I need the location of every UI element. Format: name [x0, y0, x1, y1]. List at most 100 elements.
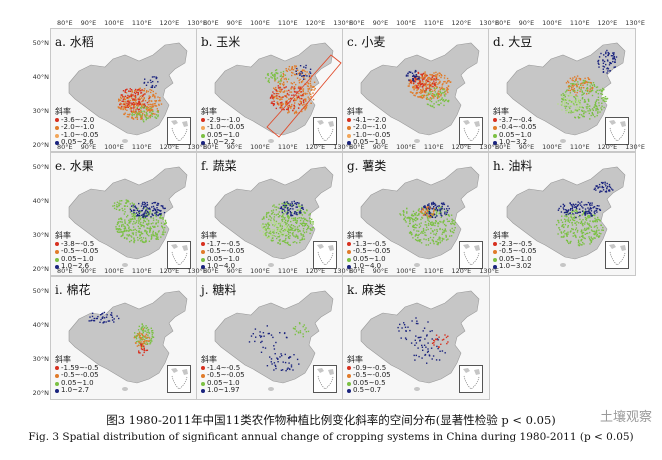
county-pixel [303, 98, 306, 100]
county-pixel [139, 235, 141, 237]
county-pixel [269, 230, 272, 233]
county-pixel [286, 210, 289, 213]
county-pixel [133, 104, 135, 107]
county-pixel [427, 217, 429, 220]
county-pixel [443, 338, 445, 341]
county-pixel [119, 231, 121, 233]
county-pixel [441, 208, 443, 211]
county-pixel [428, 80, 430, 83]
county-pixel [575, 203, 577, 206]
county-pixel [145, 327, 148, 330]
county-pixel [89, 316, 91, 318]
county-pixel [272, 104, 275, 107]
county-pixel [146, 326, 149, 329]
county-pixel [576, 106, 579, 108]
county-pixel [438, 346, 440, 348]
county-pixel [164, 219, 167, 222]
county-pixel [440, 102, 442, 104]
county-pixel [572, 213, 574, 215]
county-pixel [587, 98, 590, 100]
longitude-tick-label: 80°E [349, 19, 365, 27]
county-pixel [150, 223, 152, 225]
legend-swatch [347, 126, 351, 131]
county-pixel [439, 209, 441, 212]
county-pixel [605, 63, 607, 66]
county-pixel [443, 208, 446, 210]
county-pixel [585, 111, 587, 113]
south-china-sea-inset [167, 117, 191, 145]
county-pixel [602, 186, 605, 189]
county-pixel [122, 209, 124, 212]
county-pixel [275, 209, 277, 211]
county-pixel [427, 219, 429, 221]
county-pixel [431, 358, 433, 360]
county-pixel [144, 340, 146, 342]
county-pixel [604, 183, 606, 185]
county-pixel [287, 105, 289, 107]
county-pixel [425, 80, 427, 82]
county-pixel [138, 214, 140, 217]
county-pixel [137, 212, 140, 214]
county-pixel [306, 85, 309, 87]
county-pixel [149, 230, 151, 233]
county-pixel [590, 210, 593, 212]
legend-swatch [55, 118, 59, 123]
county-pixel [418, 233, 420, 236]
county-pixel [588, 236, 590, 238]
legend-range-label: -1.3~-0.5 [353, 239, 387, 248]
county-pixel [595, 91, 597, 94]
county-pixel [301, 205, 303, 207]
county-pixel [287, 233, 290, 235]
county-pixel [149, 116, 151, 118]
county-pixel [595, 235, 598, 237]
county-pixel [572, 89, 575, 91]
county-pixel [283, 332, 286, 335]
county-pixel [141, 97, 143, 99]
county-pixel [428, 86, 431, 88]
county-pixel [299, 74, 301, 76]
legend-range-label: -2.0~-1.0 [353, 123, 387, 132]
county-pixel [591, 237, 593, 240]
county-pixel [156, 233, 159, 235]
county-pixel [417, 322, 419, 325]
county-pixel [581, 229, 583, 231]
county-pixel [122, 234, 124, 236]
county-pixel [569, 241, 571, 243]
county-pixel [290, 82, 292, 84]
county-pixel [444, 211, 446, 213]
county-pixel [146, 110, 148, 112]
county-pixel [268, 332, 270, 335]
county-pixel [284, 230, 286, 232]
latitude-tick-label: 50°N [32, 287, 49, 295]
county-pixel [308, 88, 310, 90]
county-pixel [593, 214, 595, 216]
county-pixel [279, 240, 281, 242]
county-pixel [424, 75, 426, 78]
county-pixel [412, 215, 414, 217]
longitude-tick-label: 120°E [159, 143, 180, 151]
county-pixel [433, 87, 435, 89]
county-pixel [145, 211, 148, 213]
county-pixel [139, 87, 141, 89]
county-pixel [264, 228, 266, 230]
county-pixel [273, 96, 276, 99]
county-pixel [304, 99, 307, 101]
county-pixel [267, 229, 270, 231]
county-pixel [285, 101, 288, 103]
county-pixel [141, 346, 143, 348]
county-pixel [294, 228, 296, 230]
county-pixel [444, 352, 446, 354]
county-pixel [589, 207, 592, 209]
county-pixel [151, 334, 153, 336]
county-pixel [136, 89, 139, 91]
county-pixel [602, 62, 605, 64]
county-pixel [571, 218, 574, 220]
county-pixel [115, 228, 117, 230]
county-pixel [421, 357, 423, 359]
county-pixel [307, 330, 310, 333]
county-pixel [280, 96, 282, 99]
county-pixel [160, 236, 162, 238]
county-pixel [309, 68, 312, 70]
county-pixel [433, 103, 435, 105]
county-pixel [414, 77, 416, 80]
